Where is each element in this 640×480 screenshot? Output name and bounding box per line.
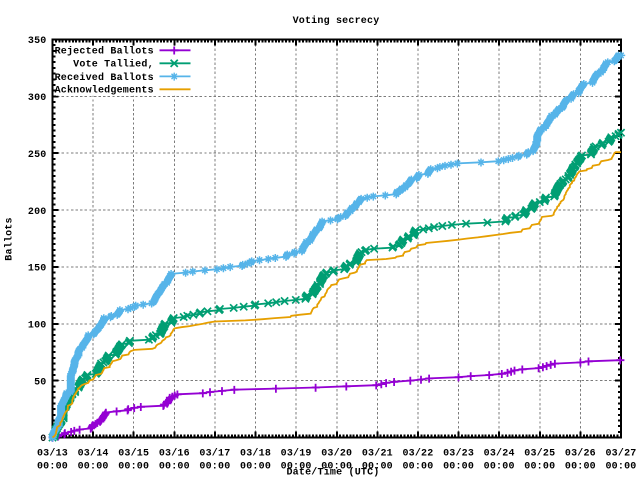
svg-text:03/14: 03/14 (78, 448, 109, 460)
svg-text:150: 150 (28, 264, 47, 275)
svg-text:03/18: 03/18 (240, 448, 271, 460)
svg-text:Vote Tallied,: Vote Tallied, (73, 59, 154, 71)
svg-text:03/15: 03/15 (118, 448, 149, 460)
svg-text:00:00: 00:00 (484, 462, 515, 473)
svg-text:50: 50 (34, 377, 46, 388)
svg-text:03/21: 03/21 (362, 448, 393, 460)
svg-text:00:00: 00:00 (199, 462, 230, 473)
svg-text:Ballots: Ballots (4, 217, 16, 260)
svg-text:00:00: 00:00 (321, 462, 352, 473)
svg-text:00:00: 00:00 (443, 462, 474, 473)
svg-text:00:00: 00:00 (402, 462, 433, 473)
svg-text:Acknowledgements: Acknowledgements (55, 85, 154, 97)
svg-text:Rejected Ballots: Rejected Ballots (55, 46, 154, 58)
svg-text:200: 200 (28, 207, 47, 218)
svg-text:Date/Time (UTC): Date/Time (UTC) (286, 466, 379, 478)
svg-text:250: 250 (28, 150, 47, 161)
svg-text:00:00: 00:00 (605, 462, 636, 473)
svg-text:00:00: 00:00 (37, 462, 68, 473)
svg-text:00:00: 00:00 (78, 462, 109, 473)
svg-text:03/16: 03/16 (159, 448, 190, 460)
svg-text:03/19: 03/19 (281, 448, 312, 460)
svg-text:03/24: 03/24 (484, 448, 515, 460)
svg-text:00:00: 00:00 (159, 462, 190, 473)
svg-text:03/20: 03/20 (321, 448, 352, 460)
svg-text:03/23: 03/23 (443, 448, 474, 460)
svg-text:350: 350 (28, 36, 47, 47)
svg-text:Received Ballots: Received Ballots (55, 72, 154, 84)
svg-text:00:00: 00:00 (565, 462, 596, 473)
svg-text:03/13: 03/13 (37, 448, 68, 460)
svg-text:100: 100 (28, 320, 47, 331)
svg-text:00:00: 00:00 (118, 462, 149, 473)
svg-text:00:00: 00:00 (362, 462, 393, 473)
svg-text:00:00: 00:00 (524, 462, 555, 473)
svg-text:Voting secrecy: Voting secrecy (293, 15, 380, 27)
svg-text:0: 0 (40, 434, 46, 445)
svg-text:00:00: 00:00 (240, 462, 271, 473)
svg-text:03/26: 03/26 (565, 448, 596, 460)
svg-text:03/22: 03/22 (402, 448, 433, 460)
svg-text:300: 300 (28, 93, 47, 104)
svg-text:03/25: 03/25 (524, 448, 555, 460)
svg-text:03/17: 03/17 (199, 448, 230, 460)
svg-text:03/27: 03/27 (605, 448, 636, 460)
svg-text:00:00: 00:00 (281, 462, 312, 473)
